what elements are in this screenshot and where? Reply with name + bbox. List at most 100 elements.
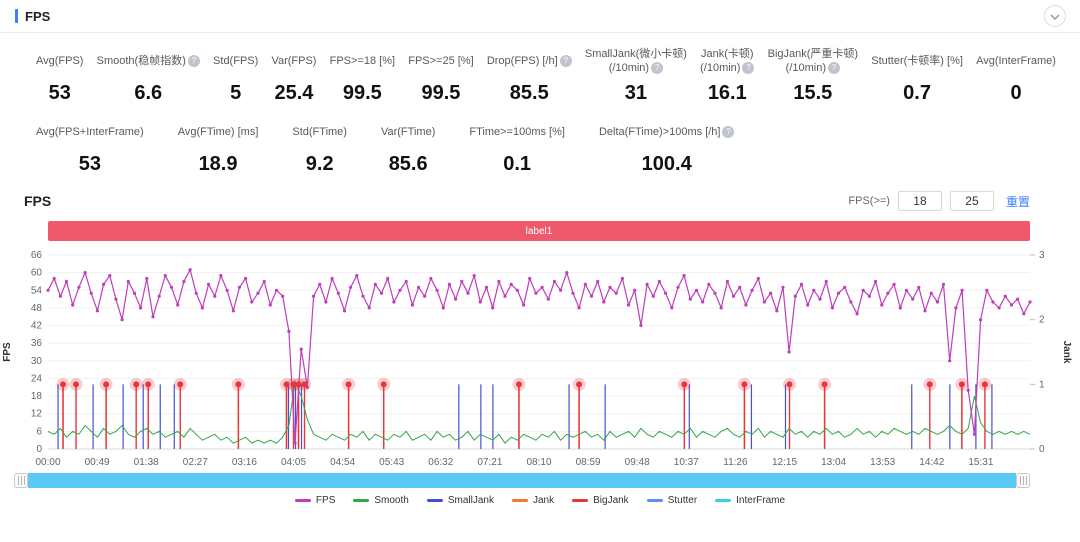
svg-text:03:16: 03:16	[232, 457, 257, 468]
svg-text:42: 42	[31, 321, 43, 332]
legend-label: BigJank	[593, 495, 629, 506]
metric-label: FPS>=18 [%]	[329, 55, 396, 67]
metric-value: 18.9	[198, 153, 238, 175]
metric-avg-interframe: Avg(InterFrame) 0	[976, 47, 1056, 104]
metric-value: 5	[230, 82, 242, 104]
help-icon[interactable]: ?	[828, 62, 841, 74]
legend-label: SmallJank	[447, 495, 494, 506]
metric-label: Avg(FPS+InterFrame)	[36, 126, 144, 138]
metrics-row-1: Avg(FPS) 53 Smooth(稳帧指数)? 6.6 Std(FPS) 5 Var(F…	[0, 47, 1080, 104]
smalljank-spikes	[57, 384, 993, 449]
legend-item-smalljank[interactable]: SmallJank	[426, 495, 494, 506]
help-icon[interactable]: ?	[742, 62, 755, 74]
legend-item-stutter[interactable]: Stutter	[646, 495, 697, 506]
svg-text:66: 66	[31, 250, 43, 261]
metric-value: 25.4	[274, 82, 314, 104]
legend-label: Smooth	[374, 495, 409, 506]
legend-item-bigjank[interactable]: BigJank	[572, 495, 629, 506]
metric-value: 53	[48, 82, 71, 104]
help-icon[interactable]: ?	[559, 55, 572, 67]
scrollbar-right-handle[interactable]	[1016, 473, 1030, 488]
svg-text:3: 3	[1039, 250, 1045, 261]
metric-label: SmallJank(微小卡顿) (/10min)?	[584, 48, 687, 74]
svg-text:0: 0	[1039, 444, 1045, 455]
metric-smalljank: SmallJank(微小卡顿) (/10min)? 31	[585, 47, 687, 104]
metric-drop-fps-h: Drop(FPS) [/h]? 85.5	[487, 47, 572, 104]
help-icon[interactable]: ?	[187, 55, 200, 67]
legend-item-jank[interactable]: Jank	[511, 495, 555, 506]
metric-label: Delta(FTime)>100ms [/h]?	[599, 118, 735, 146]
svg-text:0: 0	[36, 444, 42, 455]
svg-text:08:59: 08:59	[576, 457, 601, 468]
svg-text:18: 18	[31, 391, 43, 402]
svg-text:24: 24	[31, 373, 43, 384]
grip-icon	[1019, 476, 1027, 485]
svg-text:6: 6	[36, 426, 42, 437]
fps-threshold-low-input[interactable]	[897, 191, 942, 211]
metric-stutter: Stutter(卡顿率) [%] 0.7	[871, 47, 963, 104]
metric-value: 0.1	[503, 153, 532, 175]
legend-marker-icon	[715, 499, 732, 502]
svg-text:00:00: 00:00	[35, 457, 60, 468]
svg-text:60: 60	[31, 268, 43, 279]
metric-label: Avg(InterFrame)	[976, 55, 1056, 67]
chart-header: FPS FPS(>=) 重置	[0, 191, 1080, 211]
metric-value: 85.5	[509, 82, 549, 104]
svg-text:09:48: 09:48	[625, 457, 650, 468]
metric-value: 16.1	[707, 82, 747, 104]
smooth-line	[47, 379, 1031, 444]
metric-value: 15.5	[793, 82, 833, 104]
metric-label: Var(FPS)	[271, 55, 317, 67]
chevron-down-icon	[1050, 7, 1060, 25]
svg-text:00:49: 00:49	[85, 457, 110, 468]
fps-threshold-high-input[interactable]	[949, 191, 994, 211]
metric-ftime-100ms: FTime>=100ms [%] 0.1	[469, 118, 565, 175]
svg-text:30: 30	[31, 356, 43, 367]
metric-delta-ftime-100ms-h: Delta(FTime)>100ms [/h]? 100.4	[599, 118, 735, 175]
collapse-button[interactable]	[1044, 5, 1066, 27]
svg-text:13:53: 13:53	[870, 457, 895, 468]
help-icon[interactable]: ?	[722, 126, 735, 138]
svg-text:10:37: 10:37	[674, 457, 699, 468]
chart-controls: FPS(>=) 重置	[848, 191, 1030, 211]
svg-text:08:10: 08:10	[526, 457, 551, 468]
help-icon[interactable]: ?	[651, 62, 664, 74]
metric-value: 31	[624, 82, 648, 104]
metrics-row-2: Avg(FPS+InterFrame) 53 Avg(FTime) [ms] 18.9…	[0, 118, 1080, 175]
metric-avg-fps: Avg(FPS) 53	[36, 47, 83, 104]
metric-var-ftime: Var(FTime) 85.6	[381, 118, 435, 175]
svg-text:04:54: 04:54	[330, 457, 355, 468]
svg-text:06:32: 06:32	[428, 457, 453, 468]
metric-label: Drop(FPS) [/h]?	[487, 47, 572, 75]
metric-label: Stutter(卡顿率) [%]	[871, 55, 963, 67]
metric-jank: Jank(卡顿) (/10min)? 16.1	[700, 47, 755, 104]
reset-link[interactable]: 重置	[1005, 194, 1030, 209]
metric-avg-ftime-ms: Avg(FTime) [ms] 18.9	[178, 118, 259, 175]
legend-item-smooth[interactable]: Smooth	[353, 495, 409, 506]
panel-header: FPS	[0, 0, 1080, 33]
svg-text:54: 54	[31, 285, 43, 296]
metric-label: Std(FPS)	[213, 55, 259, 67]
chart-scrollbar	[14, 473, 1030, 488]
svg-text:12: 12	[31, 409, 43, 420]
svg-text:01:38: 01:38	[134, 457, 159, 468]
metric-value: 9.2	[305, 153, 334, 175]
legend-label: Jank	[532, 495, 555, 506]
svg-text:Jank: Jank	[1061, 341, 1072, 364]
fps-threshold-label: FPS(>=)	[848, 195, 890, 207]
metric-fps-18: FPS>=18 [%] 99.5	[330, 47, 395, 104]
metric-value: 0	[1010, 82, 1022, 104]
panel-title-text: FPS	[25, 8, 51, 24]
scrollbar-left-handle[interactable]	[14, 473, 28, 488]
legend-item-fps[interactable]: FPS	[294, 495, 335, 506]
svg-text:11:26: 11:26	[723, 457, 748, 468]
metric-label: Smooth(稳帧指数)?	[97, 47, 200, 75]
scrollbar-track[interactable]	[28, 473, 1016, 488]
metric-label: FTime>=100ms [%]	[469, 126, 565, 138]
legend-marker-icon	[572, 499, 589, 502]
svg-text:02:27: 02:27	[183, 457, 208, 468]
legend-item-interframe[interactable]: InterFrame	[715, 495, 785, 506]
svg-text:36: 36	[31, 338, 43, 349]
